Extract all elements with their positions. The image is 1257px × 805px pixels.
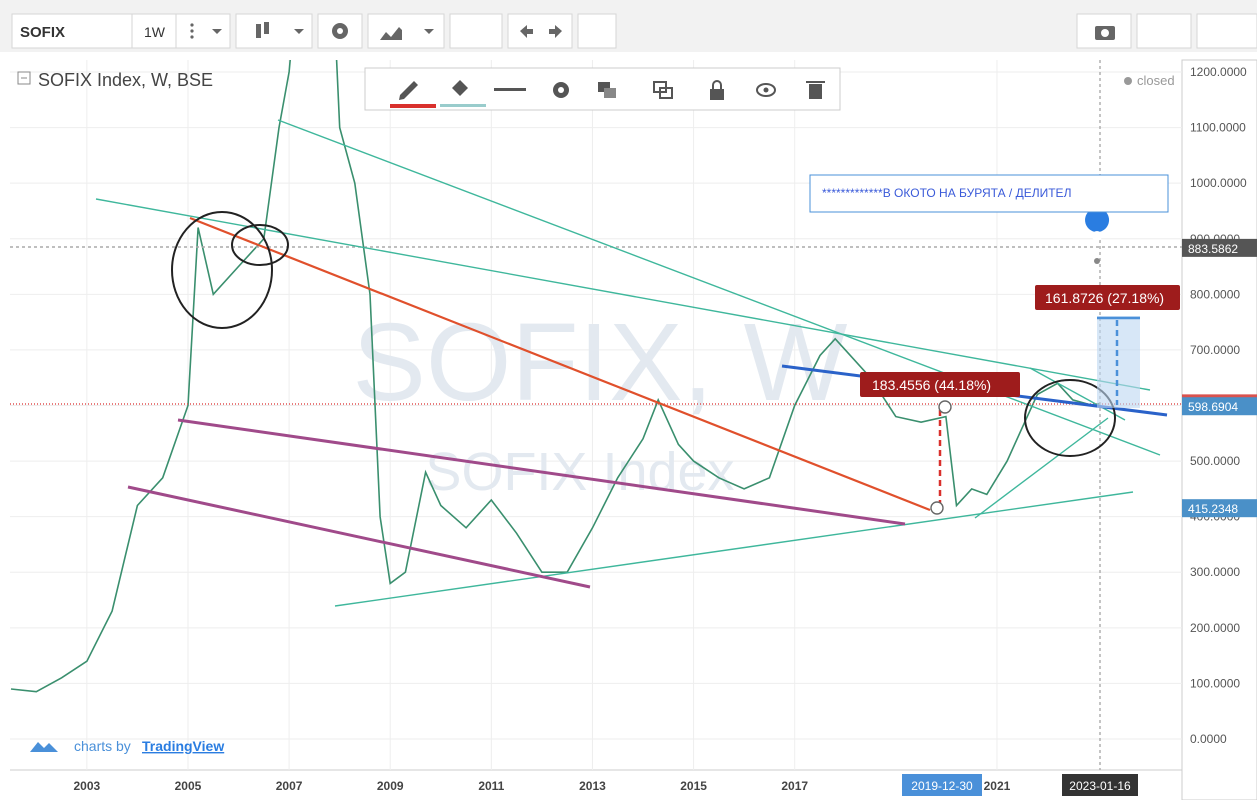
- drawings: [10, 60, 1182, 770]
- menu-btn[interactable]: [175, 13, 231, 49]
- x-tick-label: 2007: [276, 779, 303, 793]
- watermark: SOFIX, W: [353, 301, 848, 424]
- chart-style-btn[interactable]: [235, 13, 313, 49]
- footer-link[interactable]: TradingView: [142, 738, 224, 754]
- date-label-box: [902, 774, 982, 796]
- price-label: 415.2348: [1188, 502, 1238, 516]
- price-label: 598.6904: [1188, 400, 1238, 414]
- y-tick-label: 700.0000: [1190, 343, 1240, 357]
- x-tick-label: 2011: [478, 779, 504, 793]
- status: closed: [1137, 73, 1175, 88]
- toolbar-icons: [190, 22, 1115, 40]
- chart-title: SOFIX Index, W, BSE: [38, 70, 213, 90]
- date-label-box: [1062, 774, 1138, 796]
- y-tick-label: 1000.0000: [1190, 176, 1247, 190]
- x-tick-label: 2021: [984, 779, 1011, 793]
- y-tick-label: 800.0000: [1190, 287, 1240, 301]
- price-label-box: [1182, 397, 1257, 416]
- measure-label: 161.8726 (27.18%): [1045, 290, 1164, 306]
- drawing-toolbar-icons: [390, 80, 825, 108]
- load-btn[interactable]: [1136, 13, 1192, 49]
- y-tick-label: 300.0000: [1190, 565, 1240, 579]
- y-tick-label: 100.0000: [1190, 676, 1240, 690]
- measure-box: [1035, 285, 1180, 310]
- y-tick-label: 1100.0000: [1190, 121, 1246, 135]
- footer-prefix: charts by: [74, 738, 131, 754]
- fullscreen-btn[interactable]: [577, 13, 617, 49]
- symbol-box[interactable]: [11, 13, 133, 49]
- price-label-box: [1182, 499, 1257, 518]
- x-tick-label: 2015: [680, 779, 707, 793]
- compare-btn[interactable]: [449, 13, 503, 49]
- measure-box: [860, 372, 1020, 397]
- undo-redo-btn[interactable]: [507, 13, 573, 49]
- price-label: 883.5862: [1188, 242, 1238, 256]
- measure-label: 183.4556 (44.18%): [872, 377, 991, 393]
- price-line: [10, 60, 1101, 693]
- y-tick-label: 200.0000: [1190, 621, 1240, 635]
- date-label: 2023-01-16: [1069, 779, 1131, 793]
- x-tick-label: 2017: [781, 779, 808, 793]
- date-label: 2019-12-30: [911, 779, 973, 793]
- x-tick-label: 2009: [377, 779, 404, 793]
- note: *************В ОКОТО НА БУРЯТА / ДЕЛИТЕЛ: [822, 186, 1071, 200]
- y-axis-area: [1181, 59, 1257, 801]
- x-tick-label: 2013: [579, 779, 606, 793]
- series-layer: [10, 60, 1101, 693]
- x-tick-label: 2005: [175, 779, 202, 793]
- x-tick-label: 2003: [74, 779, 101, 793]
- y-tick-label: 0.0000: [1190, 732, 1227, 746]
- price-label-box: [1182, 238, 1257, 257]
- status-dot: [1124, 77, 1132, 85]
- interval: 1W: [144, 24, 166, 40]
- brand-logo: [30, 742, 58, 752]
- indicators-btn[interactable]: [367, 13, 445, 49]
- note-box[interactable]: [809, 174, 1169, 213]
- y-tick-label: 1200.0000: [1190, 65, 1247, 79]
- symbol: SOFIX: [20, 24, 65, 41]
- y-tick-label: 500.0000: [1190, 454, 1240, 468]
- save-btn[interactable]: [1196, 13, 1257, 49]
